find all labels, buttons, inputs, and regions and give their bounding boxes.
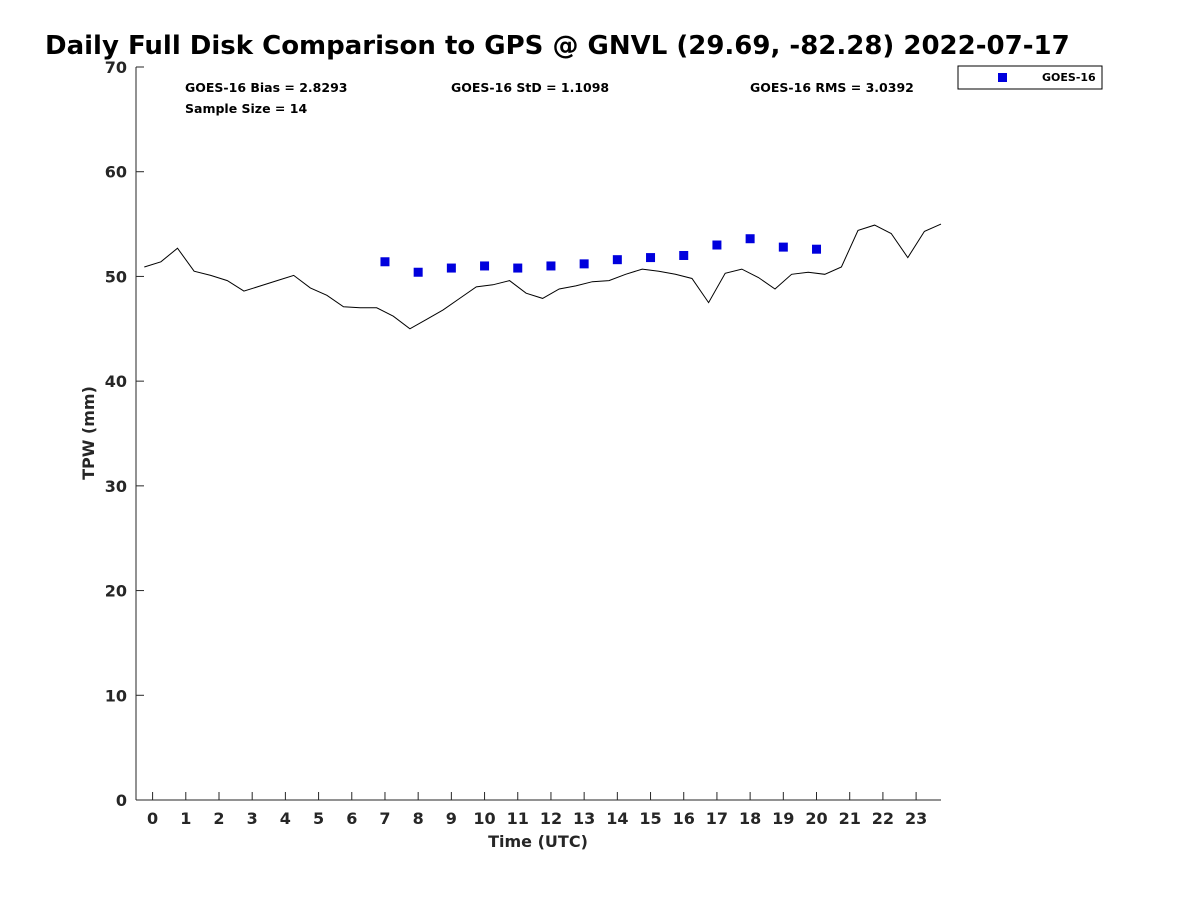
chart-title: Daily Full Disk Comparison to GPS @ GNVL… — [45, 31, 1070, 61]
x-tick-label: 16 — [673, 809, 695, 828]
y-tick-label: 60 — [105, 163, 127, 182]
x-tick-label: 21 — [839, 809, 861, 828]
y-tick-label: 70 — [105, 58, 127, 77]
x-tick-label: 9 — [446, 809, 457, 828]
goes16-point — [380, 257, 390, 267]
x-tick-label: 7 — [379, 809, 390, 828]
y-tick-label: 0 — [116, 791, 127, 810]
x-tick-label: 11 — [507, 809, 529, 828]
goes16-point — [579, 259, 589, 269]
goes16-point — [546, 261, 556, 271]
goes16-point — [446, 263, 456, 273]
x-tick-label: 23 — [905, 809, 927, 828]
x-tick-label: 15 — [639, 809, 661, 828]
y-tick-label: 10 — [105, 686, 127, 705]
goes16-point — [480, 261, 490, 271]
x-axis-label: Time (UTC) — [488, 832, 588, 851]
x-tick-label: 2 — [213, 809, 224, 828]
x-tick-label: 19 — [772, 809, 794, 828]
legend: GOES-16 — [957, 65, 1103, 90]
x-tick-label: 20 — [805, 809, 827, 828]
gps-line — [144, 223, 942, 330]
y-tick-label: 50 — [105, 267, 127, 286]
goes16-point — [745, 234, 755, 244]
goes16-point — [712, 240, 722, 250]
x-tick-label: 14 — [606, 809, 628, 828]
legend-marker — [998, 73, 1007, 82]
goes16-point — [812, 244, 822, 254]
rms-stat: GOES-16 RMS = 3.0392 — [750, 80, 914, 95]
legend-label-goes16: GOES-16 — [1042, 71, 1096, 84]
x-tick-label: 3 — [247, 809, 258, 828]
x-tick-label: 17 — [706, 809, 728, 828]
y-tick-label: 30 — [105, 477, 127, 496]
sample-size-stat: Sample Size = 14 — [185, 101, 307, 116]
x-tick-label: 22 — [872, 809, 894, 828]
x-tick-label: 18 — [739, 809, 761, 828]
goes16-point — [513, 263, 523, 273]
x-tick-label: 8 — [413, 809, 424, 828]
x-tick-label: 6 — [346, 809, 357, 828]
x-tick-label: 4 — [280, 809, 291, 828]
gps-series — [144, 223, 942, 330]
goes16-point — [778, 242, 788, 252]
axes — [135, 67, 941, 801]
y-tick-label: 20 — [105, 582, 127, 601]
goes16-point — [646, 253, 656, 263]
goes16-point — [612, 255, 622, 265]
x-tick-label: 10 — [473, 809, 495, 828]
x-tick-label: 1 — [180, 809, 191, 828]
y-tick-label: 40 — [105, 372, 127, 391]
x-tick-label: 12 — [540, 809, 562, 828]
x-tick-label: 0 — [147, 809, 158, 828]
x-tick-label: 5 — [313, 809, 324, 828]
goes16-series — [380, 234, 822, 277]
bias-stat: GOES-16 Bias = 2.8293 — [185, 80, 347, 95]
y-axis-label: TPW (mm) — [79, 386, 98, 480]
goes16-point — [679, 250, 689, 260]
goes16-point — [413, 267, 423, 277]
std-stat: GOES-16 StD = 1.1098 — [451, 80, 609, 95]
x-tick-label: 13 — [573, 809, 595, 828]
legend-box — [957, 65, 1103, 90]
